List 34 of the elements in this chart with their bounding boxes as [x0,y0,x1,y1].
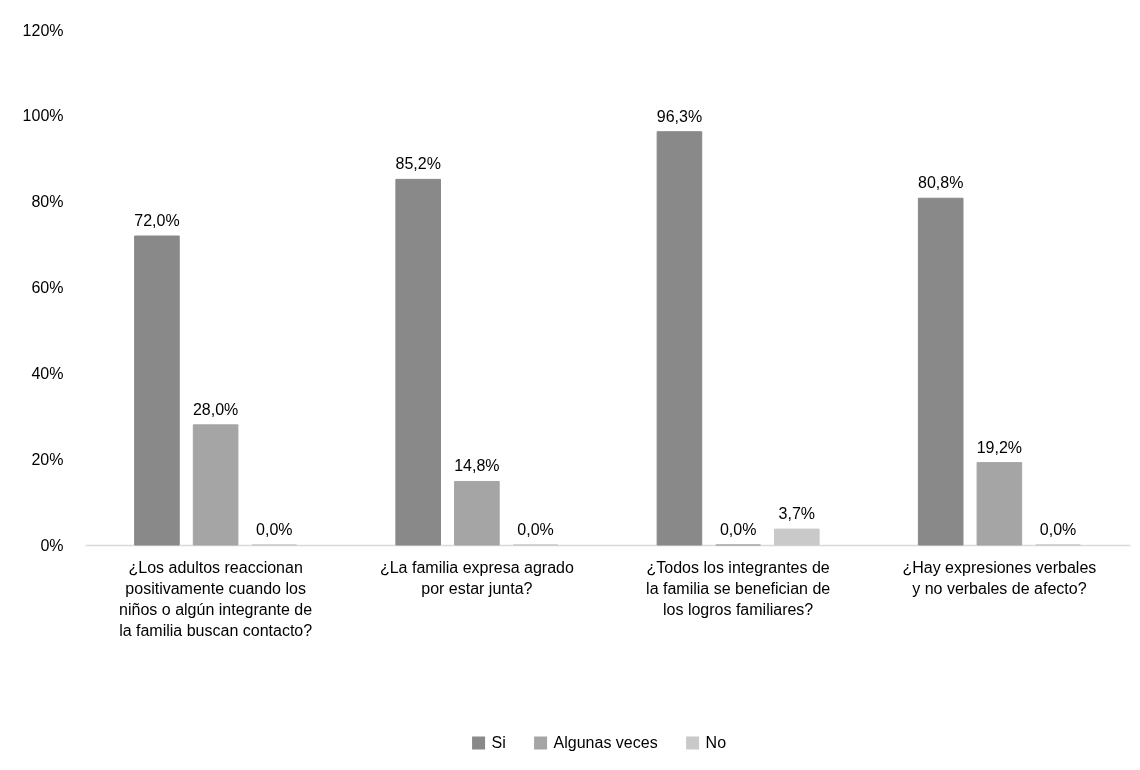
legend-label: Si [491,734,506,751]
data-label: 3,7% [778,505,816,523]
data-label: 80,8% [918,174,964,192]
bar [134,235,180,546]
data-label: 28,0% [192,400,239,418]
bar [917,197,964,546]
x-tick-label: ¿La familia expresa agrado por estar junta? [379,558,574,597]
y-tick-label: 60% [31,279,64,296]
y-tick-label: 100% [22,107,64,125]
data-label: 0,0% [256,521,293,538]
data-label: 85,2% [395,155,441,173]
bar [395,178,441,546]
x-tick-label: ¿Hay expresiones verbales y no verbales de afecto? [902,558,1097,597]
bar [774,528,820,546]
y-tick-label: 40% [31,364,64,382]
legend-label: Algunas veces [553,734,658,751]
y-tick-label: 120% [22,21,64,39]
bar [454,480,500,546]
data-label: 96,3% [656,107,703,125]
bar [976,462,1023,546]
data-label: 72,0% [134,212,180,229]
bar [192,424,239,546]
data-label: 19,2% [976,438,1023,456]
data-label: 0,0% [719,521,757,538]
data-label: 0,0% [517,521,554,538]
data-label: 0,0% [1039,521,1077,538]
data-label: 14,8% [454,457,500,475]
y-tick-label: 80% [31,193,64,211]
legend-label: No [705,734,727,751]
x-tick-label: ¿Todos los integrantes de la familia se benefician de los logros familiares? [646,558,831,618]
y-tick-label: 0% [40,536,64,554]
y-tick-label: 20% [31,450,64,468]
bar [656,131,703,546]
x-tick-label: ¿Los adultos reaccionan positivamente cuando los niños o algún integrante de la familia buscan contacto? [119,558,313,639]
